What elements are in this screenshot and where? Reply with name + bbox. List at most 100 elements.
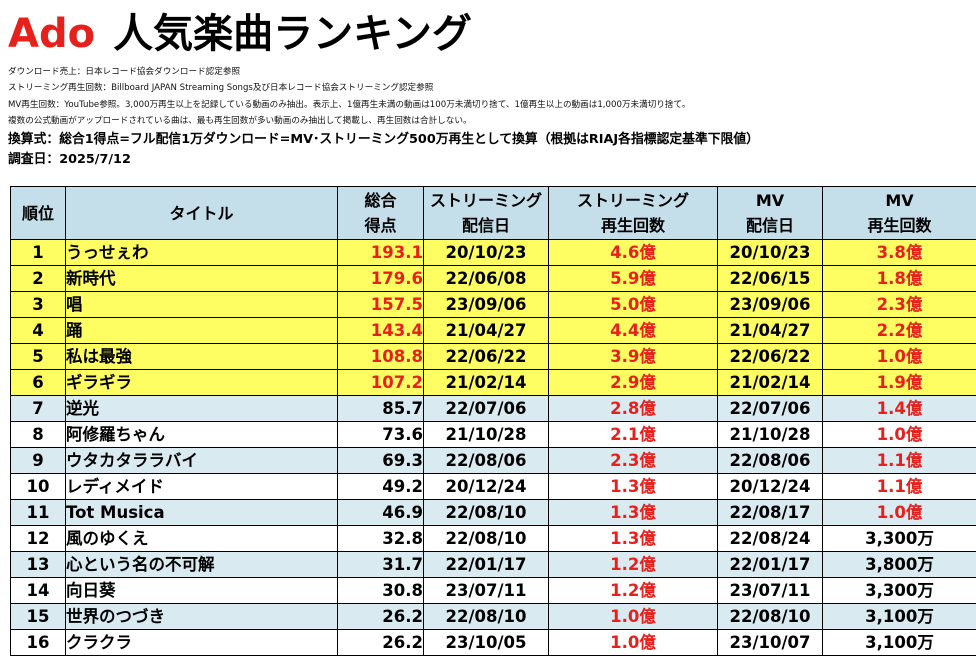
cell-stream-date: 22/06/22 (423, 343, 549, 370)
cell-rank: 15 (10, 603, 66, 630)
cell-title: ウタカタララバイ (65, 447, 338, 474)
cell-mv-date: 22/08/17 (717, 499, 823, 526)
cell-stream-plays: 2.8億 (548, 395, 718, 422)
cell-mv-plays: 1.9億 (822, 369, 976, 396)
cell-score: 46.9 (337, 499, 424, 526)
cell-stream-plays: 1.2億 (548, 577, 718, 604)
table-row: 14 向日葵 30.8 23/07/11 1.2億 23/07/11 3,300… (10, 577, 976, 604)
cell-stream-date: 22/08/10 (423, 499, 549, 526)
cell-stream-plays: 1.3億 (548, 525, 718, 552)
table-row: 13 心という名の不可解 31.7 22/01/17 1.2億 22/01/17… (10, 551, 976, 578)
cell-title: クラクラ (65, 629, 338, 656)
table-row: 6 ギラギラ 107.2 21/02/14 2.9億 21/02/14 1.9億 (10, 369, 976, 396)
cell-score: 157.5 (337, 291, 424, 318)
cell-title: 阿修羅ちゃん (65, 421, 338, 448)
header-mv-date: MV 配信日 (717, 186, 823, 240)
cell-score: 26.2 (337, 629, 424, 656)
cell-stream-date: 22/06/08 (423, 265, 549, 292)
cell-mv-plays: 3,800万 (822, 551, 976, 578)
cell-score: 26.2 (337, 603, 424, 630)
cell-mv-date: 22/08/10 (717, 603, 823, 630)
cell-rank: 10 (10, 473, 66, 500)
cell-stream-date: 21/02/14 (423, 369, 549, 396)
header-mv-date-line1: MV (755, 191, 785, 210)
artist-name: Ado (8, 11, 96, 57)
table-row: 5 私は最強 108.8 22/06/22 3.9億 22/06/22 1.0億 (10, 343, 976, 370)
cell-title: 私は最強 (65, 343, 338, 370)
table-row: 16 クラクラ 26.2 23/10/05 1.0億 23/10/07 3,10… (10, 629, 976, 656)
cell-stream-plays: 1.0億 (548, 629, 718, 656)
cell-stream-plays: 4.4億 (548, 317, 718, 344)
cell-mv-plays: 3,100万 (822, 603, 976, 630)
cell-stream-plays: 5.9億 (548, 265, 718, 292)
header-mv-plays: MV 再生回数 (822, 186, 976, 240)
cell-mv-plays: 1.0億 (822, 343, 976, 370)
cell-stream-plays: 1.3億 (548, 499, 718, 526)
cell-mv-plays: 3.8億 (822, 239, 976, 266)
cell-mv-date: 20/10/23 (717, 239, 823, 266)
cell-score: 193.1 (337, 239, 424, 266)
cell-mv-plays: 1.8億 (822, 265, 976, 292)
cell-stream-date: 22/08/06 (423, 447, 549, 474)
table-row: 10 レディメイド 49.2 20/12/24 1.3億 20/12/24 1.… (10, 473, 976, 500)
cell-score: 107.2 (337, 369, 424, 396)
header-stream-plays-line1: ストリーミング (576, 191, 689, 210)
table-row: 15 世界のつづき 26.2 22/08/10 1.0億 22/08/10 3,… (10, 603, 976, 630)
cell-rank: 11 (10, 499, 66, 526)
cell-stream-date: 20/12/24 (423, 473, 549, 500)
cell-stream-date: 22/08/10 (423, 603, 549, 630)
table-header-row: 順位 タイトル 総合 得点 ストリーミング 配信日 ストリーミング 再生回数 MV 配信… (10, 186, 976, 240)
cell-score: 30.8 (337, 577, 424, 604)
cell-score: 69.3 (337, 447, 424, 474)
cell-rank: 16 (10, 629, 66, 656)
cell-mv-plays: 1.1億 (822, 473, 976, 500)
cell-mv-date: 22/06/22 (717, 343, 823, 370)
cell-mv-date: 21/04/27 (717, 317, 823, 344)
cell-rank: 9 (10, 447, 66, 474)
cell-stream-plays: 5.0億 (548, 291, 718, 318)
cell-stream-date: 23/10/05 (423, 629, 549, 656)
cell-stream-plays: 1.0億 (548, 603, 718, 630)
cell-title: ギラギラ (65, 369, 338, 396)
cell-score: 85.7 (337, 395, 424, 422)
cell-title: 逆光 (65, 395, 338, 422)
cell-stream-date: 21/10/28 (423, 421, 549, 448)
table-row: 8 阿修羅ちゃん 73.6 21/10/28 2.1億 21/10/28 1.0… (10, 421, 976, 448)
table-row: 3 唱 157.5 23/09/06 5.0億 23/09/06 2.3億 (10, 291, 976, 318)
cell-stream-plays: 2.9億 (548, 369, 718, 396)
note-mv: MV再生回数：YouTube参照。3,000万再生以上を記録している動画のみ抽出… (8, 100, 691, 110)
header-mv-date-line2: 配信日 (745, 216, 794, 235)
cell-stream-date: 21/04/27 (423, 317, 549, 344)
cell-score: 73.6 (337, 421, 424, 448)
cell-score: 31.7 (337, 551, 424, 578)
header-title: タイトル (65, 186, 338, 240)
cell-stream-plays: 2.1億 (548, 421, 718, 448)
table-row: 9 ウタカタララバイ 69.3 22/08/06 2.3億 22/08/06 1… (10, 447, 976, 474)
ranking-title: 人気楽曲ランキング (113, 11, 472, 57)
cell-rank: 4 (10, 317, 66, 344)
cell-stream-date: 22/07/06 (423, 395, 549, 422)
cell-rank: 7 (10, 395, 66, 422)
cell-stream-date: 20/10/23 (423, 239, 549, 266)
cell-stream-plays: 3.9億 (548, 343, 718, 370)
header-mv-plays-line2: 再生回数 (867, 216, 932, 235)
cell-score: 32.8 (337, 525, 424, 552)
note-streaming: ストリーミング再生回数：Billboard JAPAN Streaming So… (8, 83, 434, 93)
cell-mv-plays: 3,300万 (822, 577, 976, 604)
table-row: 7 逆光 85.7 22/07/06 2.8億 22/07/06 1.4億 (10, 395, 976, 422)
cell-rank: 14 (10, 577, 66, 604)
conversion-formula: 換算式：総合1得点=フル配信1万ダウンロード=MV･ストリーミング500万再生と… (8, 132, 759, 147)
cell-mv-plays: 1.1億 (822, 447, 976, 474)
cell-mv-date: 23/10/07 (717, 629, 823, 656)
survey-date: 調査日：2025/7/12 (8, 152, 131, 167)
header-score-line2: 得点 (364, 216, 397, 235)
cell-mv-plays: 2.3億 (822, 291, 976, 318)
cell-stream-date: 23/07/11 (423, 577, 549, 604)
cell-score: 179.6 (337, 265, 424, 292)
cell-score: 108.8 (337, 343, 424, 370)
cell-title: 唱 (65, 291, 338, 318)
cell-score: 49.2 (337, 473, 424, 500)
cell-mv-date: 22/07/06 (717, 395, 823, 422)
cell-mv-date: 22/06/15 (717, 265, 823, 292)
page-title: Ado 人気楽曲ランキング (8, 6, 472, 62)
